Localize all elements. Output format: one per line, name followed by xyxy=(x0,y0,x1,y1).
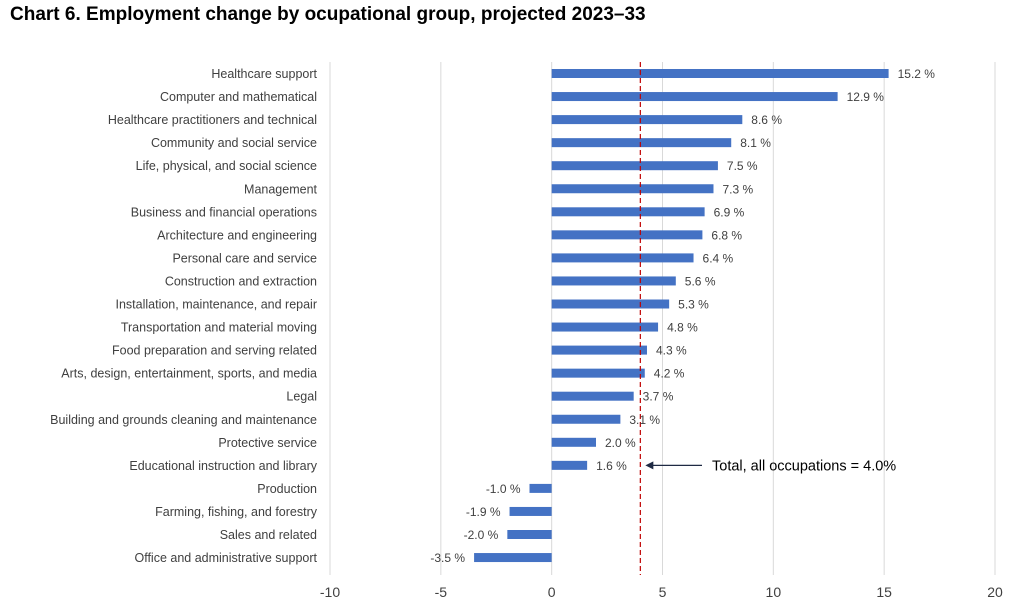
category-label: Legal xyxy=(286,390,317,404)
value-label: 6.4 % xyxy=(703,251,734,265)
category-label: Educational instruction and library xyxy=(129,459,317,473)
category-label: Architecture and engineering xyxy=(157,228,317,242)
value-label: 12.9 % xyxy=(847,90,885,104)
bar xyxy=(551,414,621,424)
value-label: 3.7 % xyxy=(643,390,674,404)
value-label: 5.3 % xyxy=(678,298,709,312)
category-label: Production xyxy=(257,482,317,496)
bar xyxy=(509,506,552,516)
x-tick-label: 10 xyxy=(766,584,782,600)
category-label: Protective service xyxy=(218,436,317,450)
x-tick-label: -10 xyxy=(320,584,340,600)
category-label: Healthcare support xyxy=(211,67,317,81)
bar xyxy=(551,115,743,125)
category-label: Management xyxy=(244,182,317,196)
bar xyxy=(551,207,705,217)
value-label: 5.6 % xyxy=(685,274,716,288)
bar xyxy=(474,553,552,563)
bars xyxy=(474,69,889,563)
reference-line-group xyxy=(639,62,702,575)
bar xyxy=(551,345,647,355)
category-label: Computer and mathematical xyxy=(160,90,317,104)
x-tick-label: 5 xyxy=(659,584,667,600)
value-label: 7.5 % xyxy=(727,159,758,173)
value-label: 4.3 % xyxy=(656,344,687,358)
x-tick-label: 15 xyxy=(876,584,892,600)
value-label: 4.2 % xyxy=(654,367,685,381)
labels: -10 -5 0 5 10 15 20 Healthcare support 15.2 % Com… xyxy=(50,67,1003,600)
category-label: Food preparation and serving related xyxy=(112,344,317,358)
value-label: -1.0 % xyxy=(486,482,521,496)
value-label: 6.8 % xyxy=(711,228,742,242)
bar xyxy=(551,299,670,309)
category-label: Community and social service xyxy=(151,136,317,150)
value-label: 15.2 % xyxy=(898,67,936,81)
chart-title: Chart 6. Employment change by ocupationa… xyxy=(10,4,646,25)
bar xyxy=(551,184,714,194)
x-tick-label: 20 xyxy=(987,584,1003,600)
bar xyxy=(507,530,552,539)
x-tick-label: 0 xyxy=(548,584,556,600)
category-label: Transportation and material moving xyxy=(121,321,317,335)
bar xyxy=(551,253,694,263)
value-label: -1.9 % xyxy=(466,505,501,519)
reference-line-label: Total, all occupations = 4.0% xyxy=(712,458,896,474)
value-label: -2.0 % xyxy=(464,528,499,542)
category-label: Farming, fishing, and forestry xyxy=(155,505,318,519)
bar xyxy=(551,437,596,447)
bar xyxy=(551,322,659,332)
x-tick-label: -5 xyxy=(435,584,448,600)
bar xyxy=(529,483,552,493)
value-label: 4.8 % xyxy=(667,321,698,335)
category-label: Life, physical, and social science xyxy=(136,159,317,173)
value-label: 6.9 % xyxy=(714,205,745,219)
category-label: Healthcare practitioners and technical xyxy=(108,113,317,127)
value-label: 3.1 % xyxy=(629,413,660,427)
bar xyxy=(551,69,889,78)
value-label: 8.1 % xyxy=(740,136,771,150)
bar xyxy=(551,391,634,401)
category-label: Building and grounds cleaning and mainte… xyxy=(50,413,317,427)
bar xyxy=(551,230,703,240)
bar xyxy=(551,460,588,470)
value-label: 1.6 % xyxy=(596,459,627,473)
bar xyxy=(551,138,732,148)
category-label: Office and administrative support xyxy=(134,551,317,565)
category-label: Installation, maintenance, and repair xyxy=(115,298,317,312)
bar xyxy=(551,276,676,286)
annotation-arrow-head xyxy=(645,461,654,470)
bar xyxy=(551,368,645,378)
category-label: Arts, design, entertainment, sports, and… xyxy=(61,367,317,381)
value-label: 2.0 % xyxy=(605,436,636,450)
bar xyxy=(551,92,838,102)
bar xyxy=(551,161,718,171)
value-label: 7.3 % xyxy=(722,182,753,196)
value-label: 8.6 % xyxy=(751,113,782,127)
category-label: Business and financial operations xyxy=(131,205,317,219)
value-label: -3.5 % xyxy=(430,551,465,565)
category-label: Construction and extraction xyxy=(165,274,317,288)
category-label: Sales and related xyxy=(220,528,317,542)
category-label: Personal care and service xyxy=(172,251,317,265)
